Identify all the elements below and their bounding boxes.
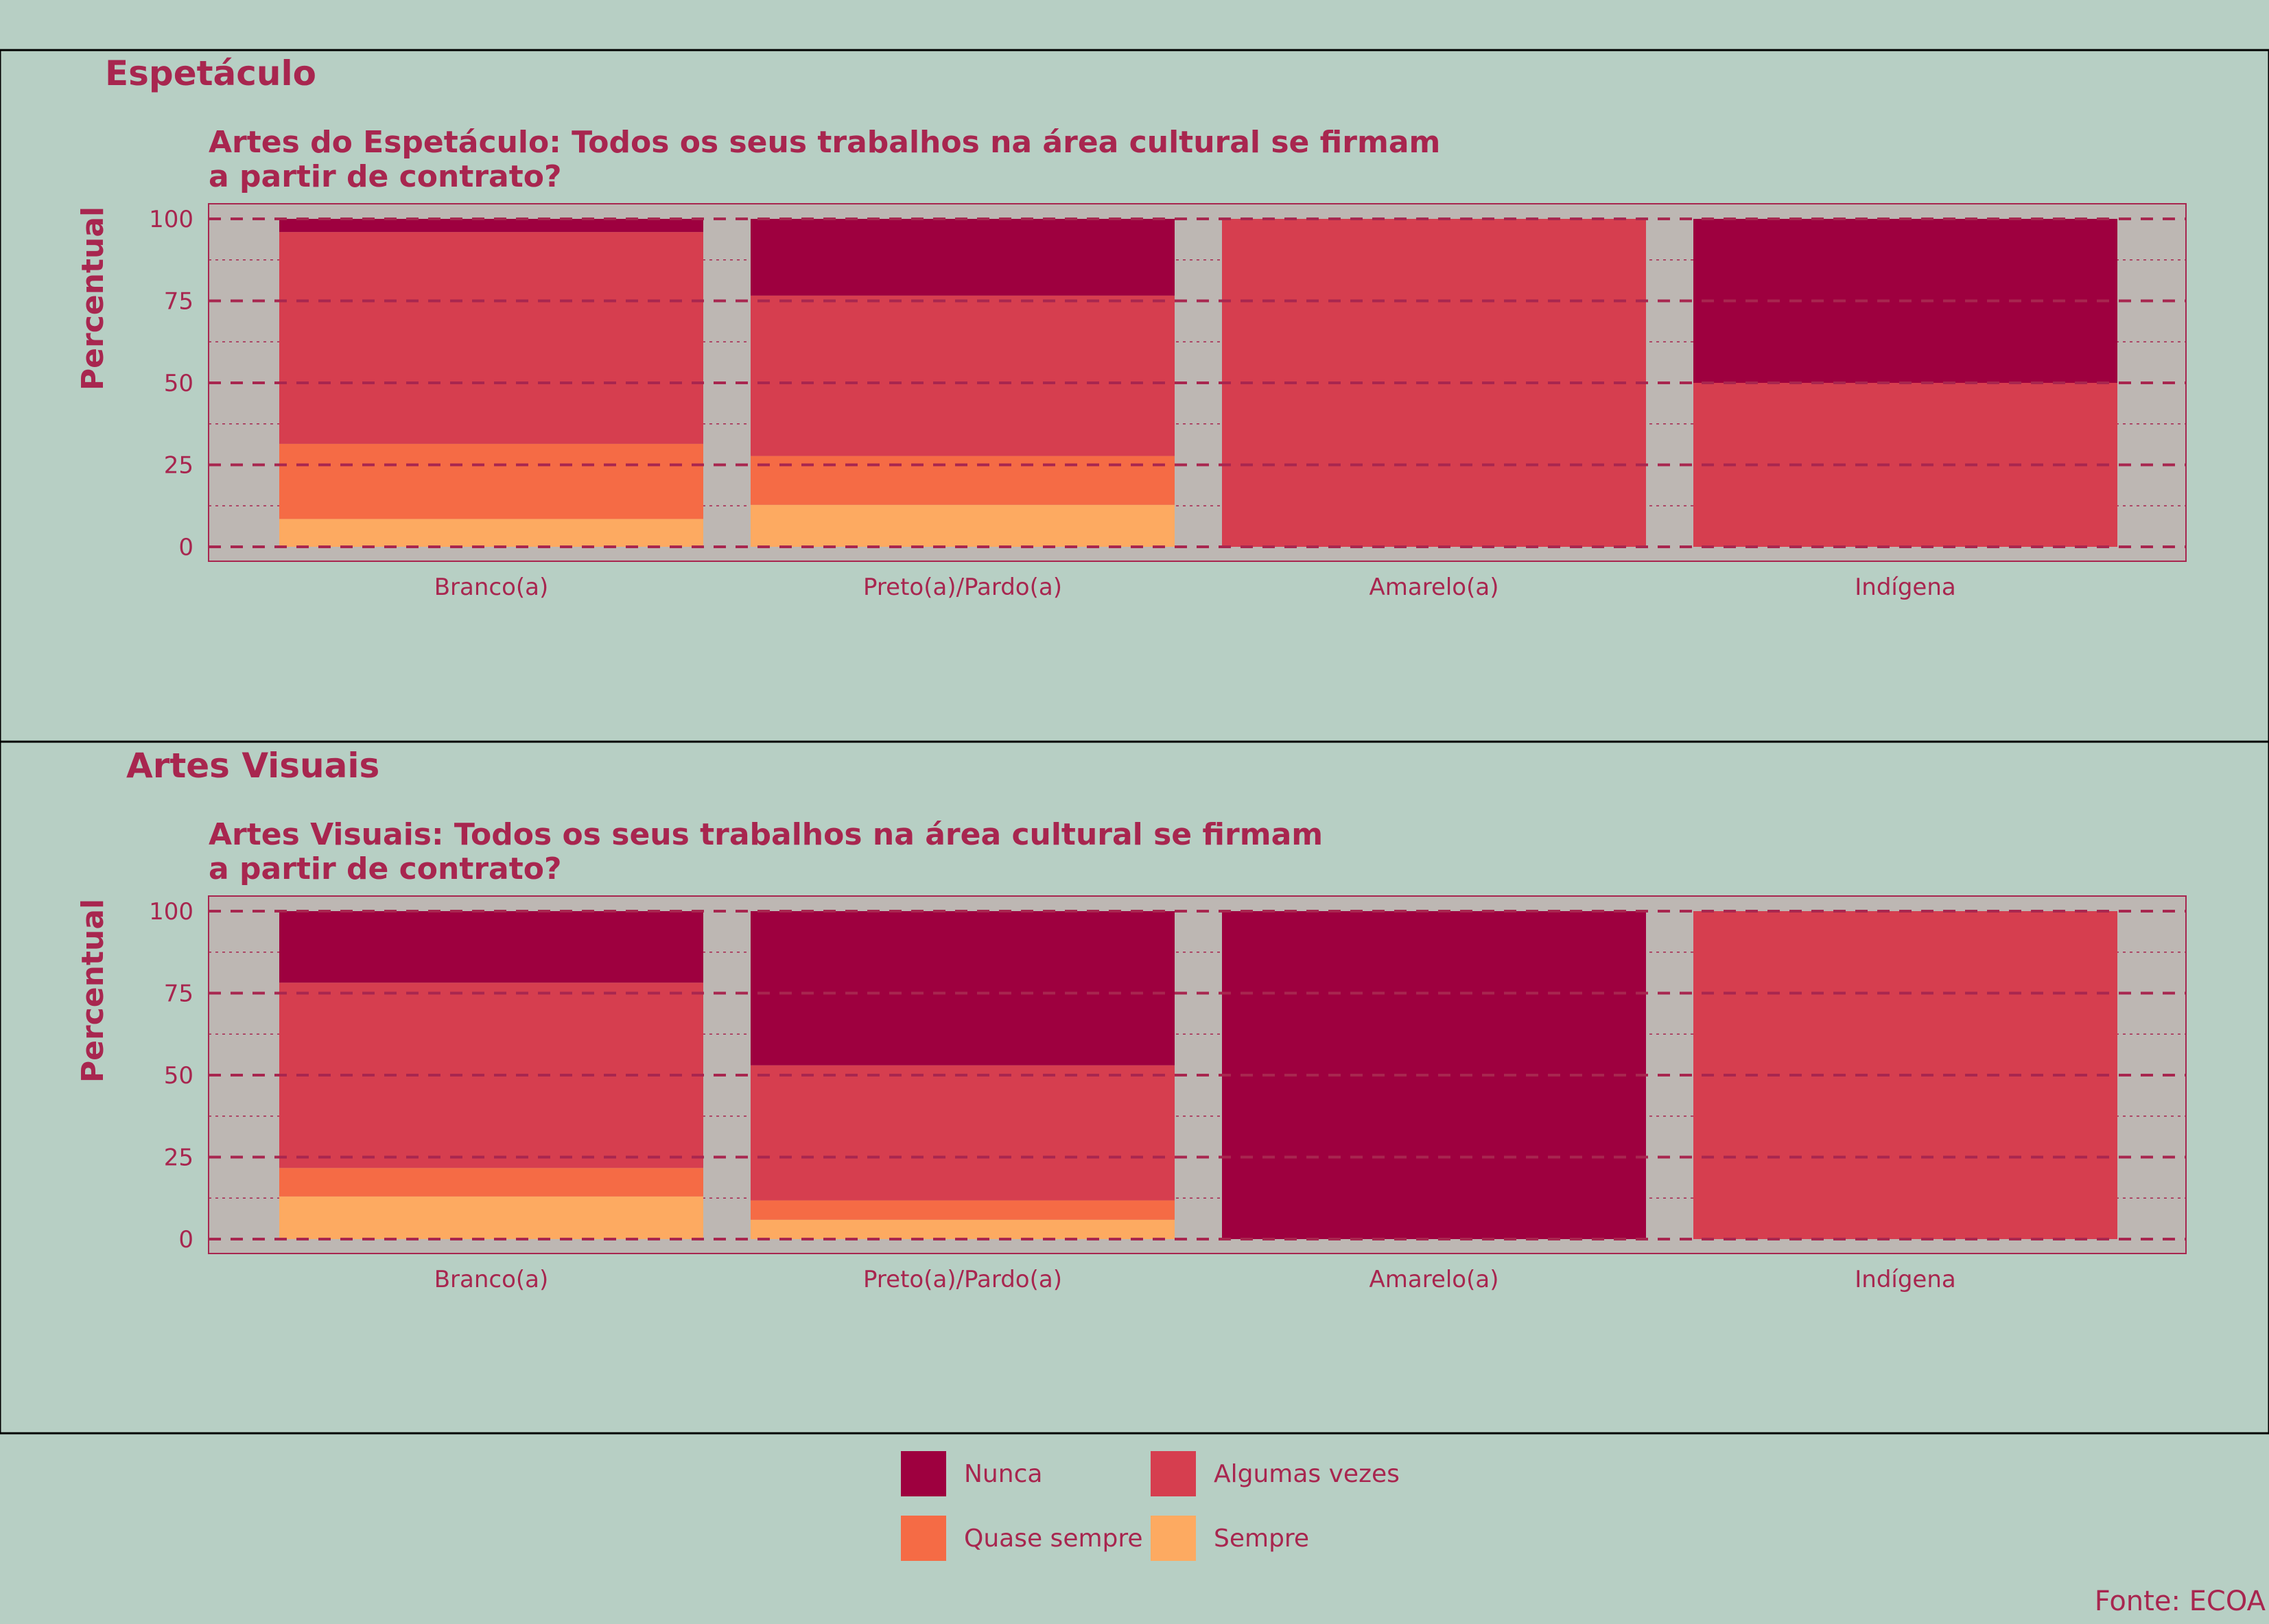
panel-title: Espetáculo — [105, 54, 316, 93]
y-tick-label: 25 — [164, 1144, 193, 1172]
legend-swatch-algumas-vezes — [1151, 1451, 1196, 1496]
caption: Fonte: ECOA — [2095, 1586, 2266, 1617]
bar-branco-a-quase-sempre — [279, 443, 703, 519]
bar-preto-a-pardo-a-sempre — [751, 1219, 1175, 1239]
y-tick-label: 0 — [178, 1226, 193, 1254]
legend-swatch-nunca — [901, 1451, 946, 1496]
bar-branco-a-quase-sempre — [279, 1168, 703, 1197]
panel-border — [0, 740, 2269, 1435]
y-tick-label: 0 — [178, 534, 193, 561]
plot-area: 0 25 50 75 100 Branco(a) Preto(a)/Pardo(a) Amar… — [149, 895, 2187, 1293]
x-tick-label: Branco(a) — [434, 1266, 549, 1293]
x-tick-label: Branco(a) — [434, 574, 549, 601]
x-tick-label: Amarelo(a) — [1369, 574, 1499, 601]
y-axis-label: Percentual — [75, 899, 110, 1083]
x-tick-label: Indígena — [1855, 1266, 1956, 1293]
bar-branco-a-sempre — [279, 519, 703, 547]
bar-branco-a-nunca — [279, 911, 703, 983]
plot-title-line-1: Artes Visuais: Todos os seus trabalhos n… — [209, 817, 1323, 852]
panel-artes-visuais: Artes Visuais Artes Visuais: Todos os se… — [0, 740, 2269, 1435]
bar-preto-a-pardo-a-nunca — [751, 219, 1175, 296]
x-tick-label: Indígena — [1855, 574, 1956, 601]
bar-preto-a-pardo-a-quase-sempre — [751, 1200, 1175, 1220]
plot-area: 0 25 50 75 100 Branco(a) Preto(a)/Pardo(a) Amar… — [149, 203, 2187, 601]
y-tick-label: 50 — [164, 370, 193, 397]
bar-preto-a-pardo-a-nunca — [751, 911, 1175, 1066]
y-axis-label: Percentual — [75, 207, 110, 390]
panel-espetaculo: Espetáculo Artes do Espetáculo: Todos os… — [0, 49, 2269, 743]
bar-branco-a-sempre — [279, 1196, 703, 1239]
legend: Nunca Algumas vezes Quase sempre Sempre — [901, 1451, 1400, 1561]
bar-branco-a-algumas-vezes — [279, 232, 703, 444]
legend-swatch-quase-sempre — [901, 1516, 946, 1561]
legend-label-sempre: Sempre — [1214, 1525, 1309, 1553]
y-tick-label: 50 — [164, 1062, 193, 1090]
x-tick-label: Amarelo(a) — [1369, 1266, 1499, 1293]
plot-title-line-2: a partir de contrato? — [209, 851, 562, 886]
bar-branco-a-nunca — [279, 219, 703, 233]
legend-label-quase-sempre: Quase sempre — [964, 1525, 1143, 1553]
plot-title-line-2: a partir de contrato? — [209, 159, 562, 194]
x-tick-label: Preto(a)/Pardo(a) — [863, 1266, 1062, 1293]
legend-label-algumas-vezes: Algumas vezes — [1214, 1460, 1400, 1488]
bar-preto-a-pardo-a-algumas-vezes — [751, 1065, 1175, 1201]
y-tick-label: 100 — [149, 898, 193, 926]
bar-preto-a-pardo-a-algumas-vezes — [751, 295, 1175, 456]
y-tick-label: 100 — [149, 206, 193, 233]
plot-title-line-1: Artes do Espetáculo: Todos os seus traba… — [209, 125, 1440, 160]
x-tick-label: Preto(a)/Pardo(a) — [863, 574, 1062, 601]
legend-swatch-sempre — [1151, 1516, 1196, 1561]
y-tick-label: 25 — [164, 452, 193, 480]
bar-preto-a-pardo-a-quase-sempre — [751, 456, 1175, 505]
legend-label-nunca: Nunca — [964, 1460, 1042, 1488]
y-tick-label: 75 — [164, 980, 193, 1008]
bar-preto-a-pardo-a-sempre — [751, 504, 1175, 547]
y-tick-label: 75 — [164, 288, 193, 316]
panel-title: Artes Visuais — [126, 746, 379, 786]
